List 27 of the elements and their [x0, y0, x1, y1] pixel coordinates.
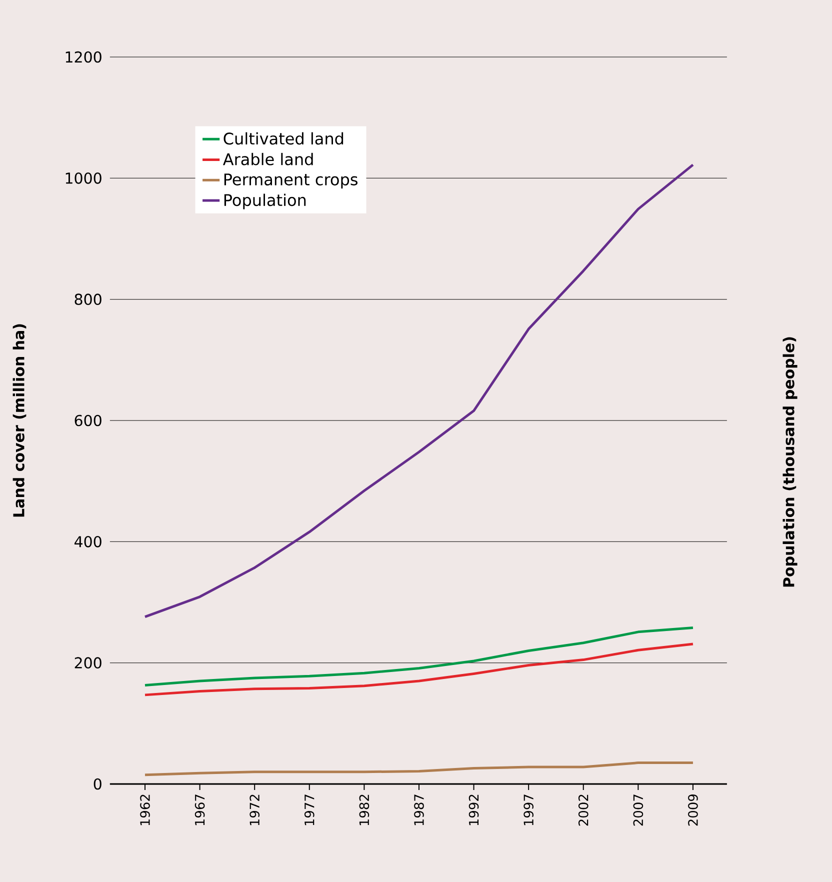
line-series [144, 626, 694, 686]
x-tick-label: 1962 [140, 794, 150, 826]
x-tick-label: 2007 [633, 794, 644, 826]
y-tick-label: 0 [94, 778, 102, 790]
x-tick-label: 1982 [359, 794, 370, 826]
legend-label: Arable land [222, 152, 313, 166]
x-tick-label: 1977 [304, 794, 314, 826]
x-tick-label: 1987 [414, 794, 424, 826]
x-tick-label: 1972 [250, 794, 260, 826]
y-tick-label: 200 [74, 657, 102, 669]
legend-label: Population [224, 194, 306, 210]
y2-axis-title: Population (thousand people) [782, 337, 798, 587]
y-tick-label: 400 [74, 536, 102, 548]
x-tick-label: 2009 [688, 794, 698, 826]
line-series [144, 164, 694, 618]
y-tick-label: 1200 [66, 51, 102, 63]
legend-label: Permanent crops [224, 174, 358, 189]
y-tick-label: 1000 [66, 172, 102, 184]
x-tick-label: 1967 [194, 794, 205, 826]
x-tick-label: 2002 [578, 794, 588, 826]
x-tick-label: 1992 [468, 794, 479, 826]
y-axis-title: Land cover (million ha) [12, 324, 26, 517]
x-tick-label: 1997 [524, 794, 534, 826]
y-tick-label: 600 [74, 414, 102, 426]
legend-label: Cultivated land [224, 132, 344, 145]
y-tick-label: 800 [74, 294, 102, 306]
line-series [144, 642, 694, 696]
